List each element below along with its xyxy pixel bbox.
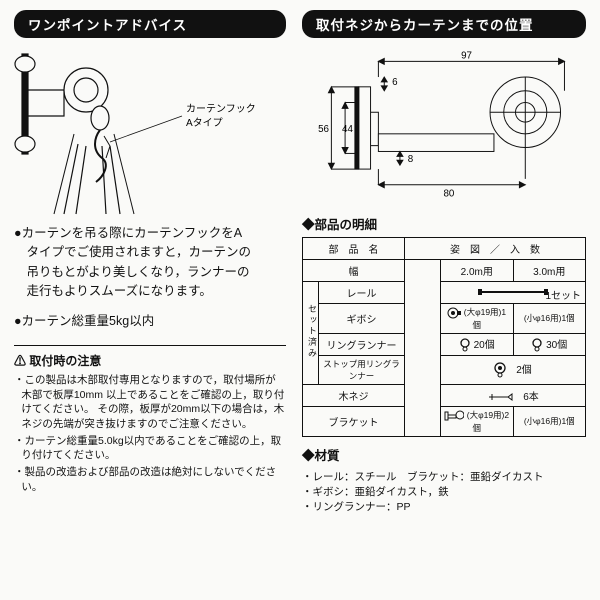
part-qty: 30個 [513, 333, 586, 355]
part-name: レール [319, 282, 405, 304]
table-row: ギボシ (大φ19用)1個 (小φ16用)1個 [303, 304, 586, 334]
parts-heading: ◆部品の明細 [302, 214, 586, 233]
table-subheader-row: 幅 2.0m用 3.0m用 [303, 260, 586, 282]
giboshi-icon [447, 307, 461, 319]
bullet1-l4: 走行もよりスムーズになります。 [14, 282, 286, 301]
hook-label-line2: Aタイプ [186, 117, 223, 129]
part-qty: (大φ19用)1個 [441, 304, 514, 334]
material-item: リングランナー：PP [302, 500, 586, 515]
th-icon-col [405, 260, 441, 437]
table-row: 木ネジ 6本 [303, 384, 586, 406]
qty-text: 30個 [546, 340, 567, 351]
stopring-icon [494, 362, 506, 378]
part-qty: (大φ19用)2個 [441, 406, 514, 436]
part-name: ギボシ [319, 304, 405, 334]
qty-text: 2個 [516, 365, 532, 376]
caution-heading: ⚠ 取付時の注意 [14, 345, 286, 369]
ring-icon [531, 338, 543, 352]
dim-6: 6 [392, 77, 398, 88]
th-width: 幅 [303, 260, 405, 282]
th-name: 部 品 名 [303, 238, 405, 260]
part-qty: (小φ16用)1個 [513, 304, 586, 334]
bracket-icon [444, 410, 464, 422]
th-30: 3.0m用 [513, 260, 586, 282]
table-header-row: 部 品 名 姿 図 ／ 入 数 [303, 238, 586, 260]
part-qty: 2個 [441, 355, 586, 384]
bullet-mark: ● [14, 226, 22, 240]
advice-pill: ワンポイントアドバイス [14, 10, 286, 38]
side-label: セット済み [303, 282, 319, 385]
material-list: レール：スチール ブラケット：亜鉛ダイカスト ギボシ：亜鉛ダイカスト，鉄 リング… [302, 470, 586, 516]
dim-8: 8 [408, 154, 414, 165]
material-item: レール：スチール ブラケット：亜鉛ダイカスト [302, 470, 586, 485]
part-qty: 6本 [441, 384, 586, 406]
caution-item: ・カーテン総重量5.0kg以内であることをご確認の上，取り付けてください。 [14, 434, 286, 463]
parts-table: 部 品 名 姿 図 ／ 入 数 幅 2.0m用 3.0m用 セット済み レール … [302, 237, 586, 437]
hook-label-line1: カーテンフック [186, 103, 256, 115]
part-qty: 1セット [441, 282, 586, 304]
table-row: ブラケット (大φ19用)2個 (小φ16用)1個 [303, 406, 586, 436]
advice-bullet-2: ●カーテン総重量5kg以内 [14, 312, 286, 331]
table-row: セット済み レール 1セット [303, 282, 586, 304]
bullet1-l2: タイプでご使用されますと，カーテンの [14, 243, 286, 262]
caution-item: ・製品の改造および部品の改造は絶対にしないでください。 [14, 465, 286, 494]
material-item: ギボシ：亜鉛ダイカスト，鉄 [302, 485, 586, 500]
part-qty: (小φ16用)1個 [513, 406, 586, 436]
qty-text: 1セット [545, 287, 581, 302]
advice-bullet-1: ●カーテンを吊る際にカーテンフックをA タイプでご使用されますと，カーテンの 吊… [14, 224, 286, 302]
table-row: リングランナー 20個 30個 [303, 333, 586, 355]
screw-icon [487, 393, 513, 401]
part-name: ブラケット [303, 406, 405, 436]
dim-44: 44 [342, 124, 353, 135]
ring-icon [459, 338, 471, 352]
dim-top: 97 [461, 50, 472, 61]
part-name: ストップ用リングランナー [319, 355, 405, 384]
technical-drawing: 97 56 44 6 8 80 [302, 46, 586, 206]
table-row: ストップ用リングランナー 2個 [303, 355, 586, 384]
part-name: リングランナー [319, 333, 405, 355]
material-heading: ◆材質 [302, 445, 586, 464]
qty-text: (大φ19用)1個 [464, 307, 506, 330]
th-fig: 姿 図 ／ 入 数 [405, 238, 586, 260]
position-pill: 取付ネジからカーテンまでの位置 [302, 10, 586, 38]
bullet1-l3: 吊りもとがより美しくなり，ランナーの [14, 263, 286, 282]
qty-text: (大φ19用)2個 [467, 410, 509, 433]
hook-diagram: カーテンフック Aタイプ [14, 46, 286, 216]
part-qty: 20個 [441, 333, 514, 355]
left-column: ワンポイントアドバイス [14, 10, 286, 590]
qty-text: 6本 [523, 392, 539, 403]
caution-item: ・この製品は木部取付専用となりますので，取付場所が木部で板厚10mm 以上である… [14, 373, 286, 432]
th-20: 2.0m用 [441, 260, 514, 282]
right-column: 取付ネジからカーテンまでの位置 [302, 10, 586, 590]
dim-56: 56 [318, 124, 329, 135]
qty-text: 20個 [474, 340, 495, 351]
bullet1-l1: カーテンを吊る際にカーテンフックをA [22, 226, 242, 240]
part-name: 木ネジ [303, 384, 405, 406]
caution-list: ・この製品は木部取付専用となりますので，取付場所が木部で板厚10mm 以上である… [14, 373, 286, 497]
dim-80: 80 [443, 189, 454, 200]
side-label-text: セット済み [306, 304, 319, 359]
rail-icon [478, 288, 548, 296]
